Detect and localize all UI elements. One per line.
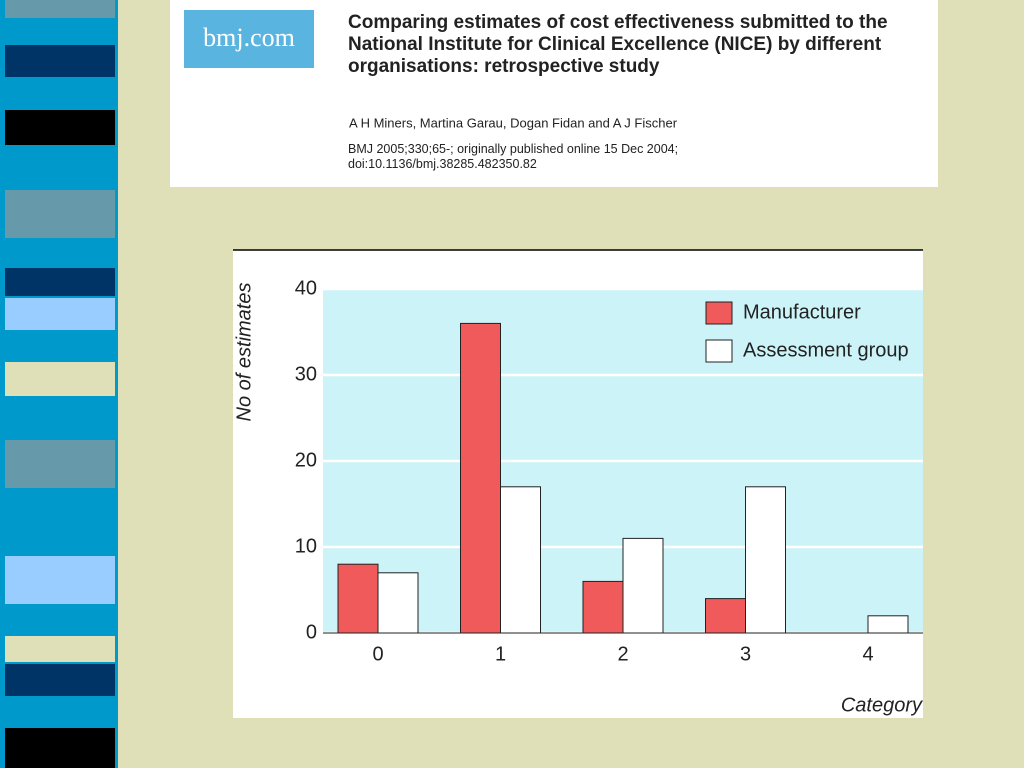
y-tick-label: 30 xyxy=(295,363,317,385)
x-tick-label: 4 xyxy=(862,643,873,665)
bar xyxy=(337,563,379,634)
authors: A H Miners, Martina Garau, Dogan Fidan a… xyxy=(349,115,678,130)
side-stripes xyxy=(0,0,118,768)
legend-label: Assessment group xyxy=(743,339,909,361)
citation: BMJ 2005;330;65-; originally published o… xyxy=(348,142,679,171)
bar xyxy=(377,572,419,634)
y-tick-label: 0 xyxy=(306,621,317,643)
bar xyxy=(582,580,624,634)
logo: bmj.com xyxy=(203,23,295,52)
bar xyxy=(622,537,664,634)
article-title: Comparing estimates of cost effectivenes… xyxy=(348,12,888,77)
x-tick-label: 3 xyxy=(740,643,751,665)
title-box: Comparing estimates of cost effectivenes… xyxy=(348,12,888,77)
bar xyxy=(500,486,541,634)
x-tick-label: 1 xyxy=(495,643,506,665)
bar xyxy=(745,486,786,634)
legend-label: Manufacturer xyxy=(743,301,861,323)
citation-box: BMJ 2005;330;65-; originally published o… xyxy=(348,142,679,171)
bar xyxy=(867,615,909,634)
bar xyxy=(705,598,746,634)
y-tick-label: 20 xyxy=(295,449,317,471)
legend-swatch xyxy=(705,339,733,363)
x-axis-label: Category xyxy=(841,694,923,716)
legend-swatch xyxy=(705,301,733,325)
bar xyxy=(460,322,501,634)
y-tick-label: 40 xyxy=(295,277,317,299)
x-tick-label: 0 xyxy=(372,643,383,665)
y-axis-label: No of estimates xyxy=(233,283,255,422)
y-tick-label: 10 xyxy=(295,535,317,557)
x-tick-label: 2 xyxy=(617,643,628,665)
logo-box xyxy=(184,10,314,68)
chart: 0 10 20 30 40 0 1 2 3 4 No of estimates Category Man… xyxy=(233,277,923,716)
